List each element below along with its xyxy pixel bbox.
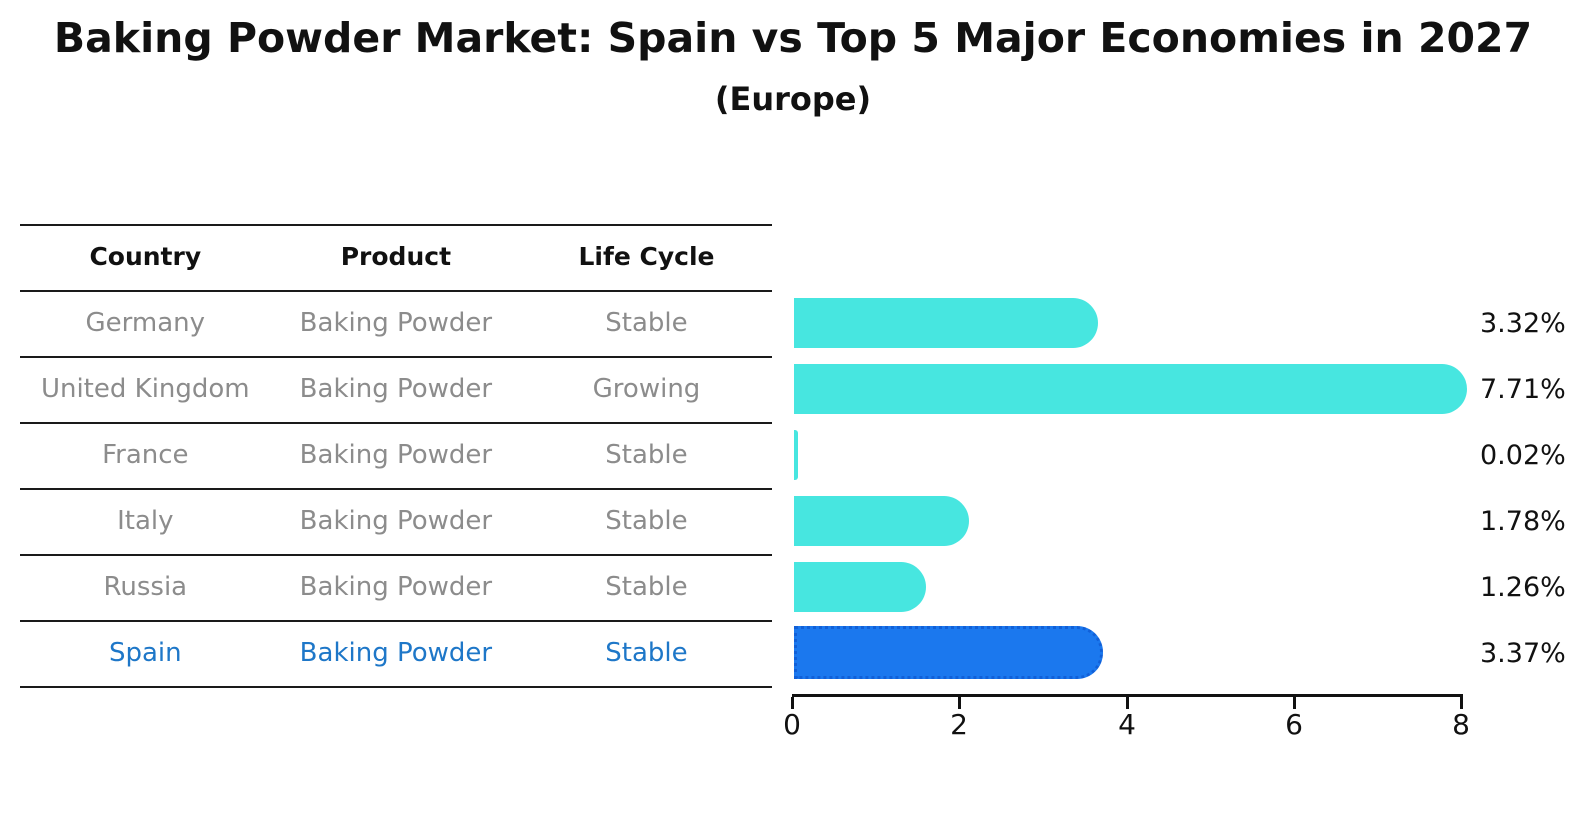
cell-country: France — [102, 440, 189, 470]
x-tick-label: 0 — [783, 708, 801, 741]
value-label-united-kingdom: 7.71% — [1480, 374, 1566, 405]
table-row-united-kingdom: United Kingdom Baking Powder Growing — [20, 356, 772, 422]
value-label-france: 0.02% — [1480, 440, 1566, 471]
x-tick — [958, 697, 961, 709]
x-tick-label: 4 — [1118, 708, 1136, 741]
cell-life-cycle: Growing — [592, 374, 701, 404]
x-axis-line — [792, 694, 1463, 697]
cell-product: Baking Powder — [299, 440, 493, 470]
bar-france — [794, 430, 798, 480]
cell-country: Russia — [103, 572, 188, 602]
x-tick-label: 8 — [1452, 708, 1470, 741]
cell-life-cycle: Stable — [605, 506, 688, 536]
cell-product: Baking Powder — [299, 572, 493, 602]
cell-country: Italy — [117, 506, 174, 536]
table-bottom-line — [20, 686, 772, 688]
table-row-spain: Spain Baking Powder Stable — [20, 620, 772, 686]
table-header-line — [20, 290, 772, 292]
table-row-france: France Baking Powder Stable — [20, 422, 772, 488]
cell-life-cycle: Stable — [605, 572, 688, 602]
header-product: Product — [340, 242, 452, 271]
table-header-row: Country Product Life Cycle — [20, 224, 772, 290]
bar-united-kingdom — [794, 364, 1467, 414]
cell-life-cycle: Stable — [605, 440, 688, 470]
table-row-germany: Germany Baking Powder Stable — [20, 290, 772, 356]
bar-spain — [794, 626, 1103, 679]
table-row-line — [20, 356, 772, 358]
x-tick — [1293, 697, 1296, 709]
table-row-line — [20, 620, 772, 622]
table-row-italy: Italy Baking Powder Stable — [20, 488, 772, 554]
cell-life-cycle: Stable — [605, 638, 688, 668]
chart-subtitle: (Europe) — [714, 80, 872, 118]
table-row-line — [20, 554, 772, 556]
cell-country: Spain — [108, 638, 182, 668]
cell-product: Baking Powder — [299, 308, 493, 338]
table-row-line — [20, 422, 772, 424]
x-tick-label: 6 — [1285, 708, 1303, 741]
chart-title: Baking Powder Market: Spain vs Top 5 Maj… — [53, 14, 1533, 62]
table-row-russia: Russia Baking Powder Stable — [20, 554, 772, 620]
cell-country: United Kingdom — [40, 374, 250, 404]
value-label-germany: 3.32% — [1480, 308, 1566, 339]
cell-life-cycle: Stable — [605, 308, 688, 338]
bar-italy — [794, 496, 970, 546]
cell-product: Baking Powder — [299, 506, 493, 536]
cell-product: Baking Powder — [299, 374, 493, 404]
table-top-line — [20, 224, 772, 226]
x-tick — [1460, 697, 1463, 709]
x-tick — [1126, 697, 1129, 709]
bar-russia — [794, 562, 926, 612]
header-life-cycle: Life Cycle — [578, 242, 715, 271]
x-tick-label: 2 — [950, 708, 968, 741]
value-label-spain: 3.37% — [1480, 638, 1566, 669]
table-row-line — [20, 488, 772, 490]
cell-country: Germany — [85, 308, 206, 338]
x-tick — [791, 697, 794, 709]
cell-product: Baking Powder — [299, 638, 493, 668]
value-label-italy: 1.78% — [1480, 506, 1566, 537]
value-label-russia: 1.26% — [1480, 572, 1566, 603]
header-country: Country — [89, 242, 202, 271]
bar-germany — [794, 298, 1099, 348]
